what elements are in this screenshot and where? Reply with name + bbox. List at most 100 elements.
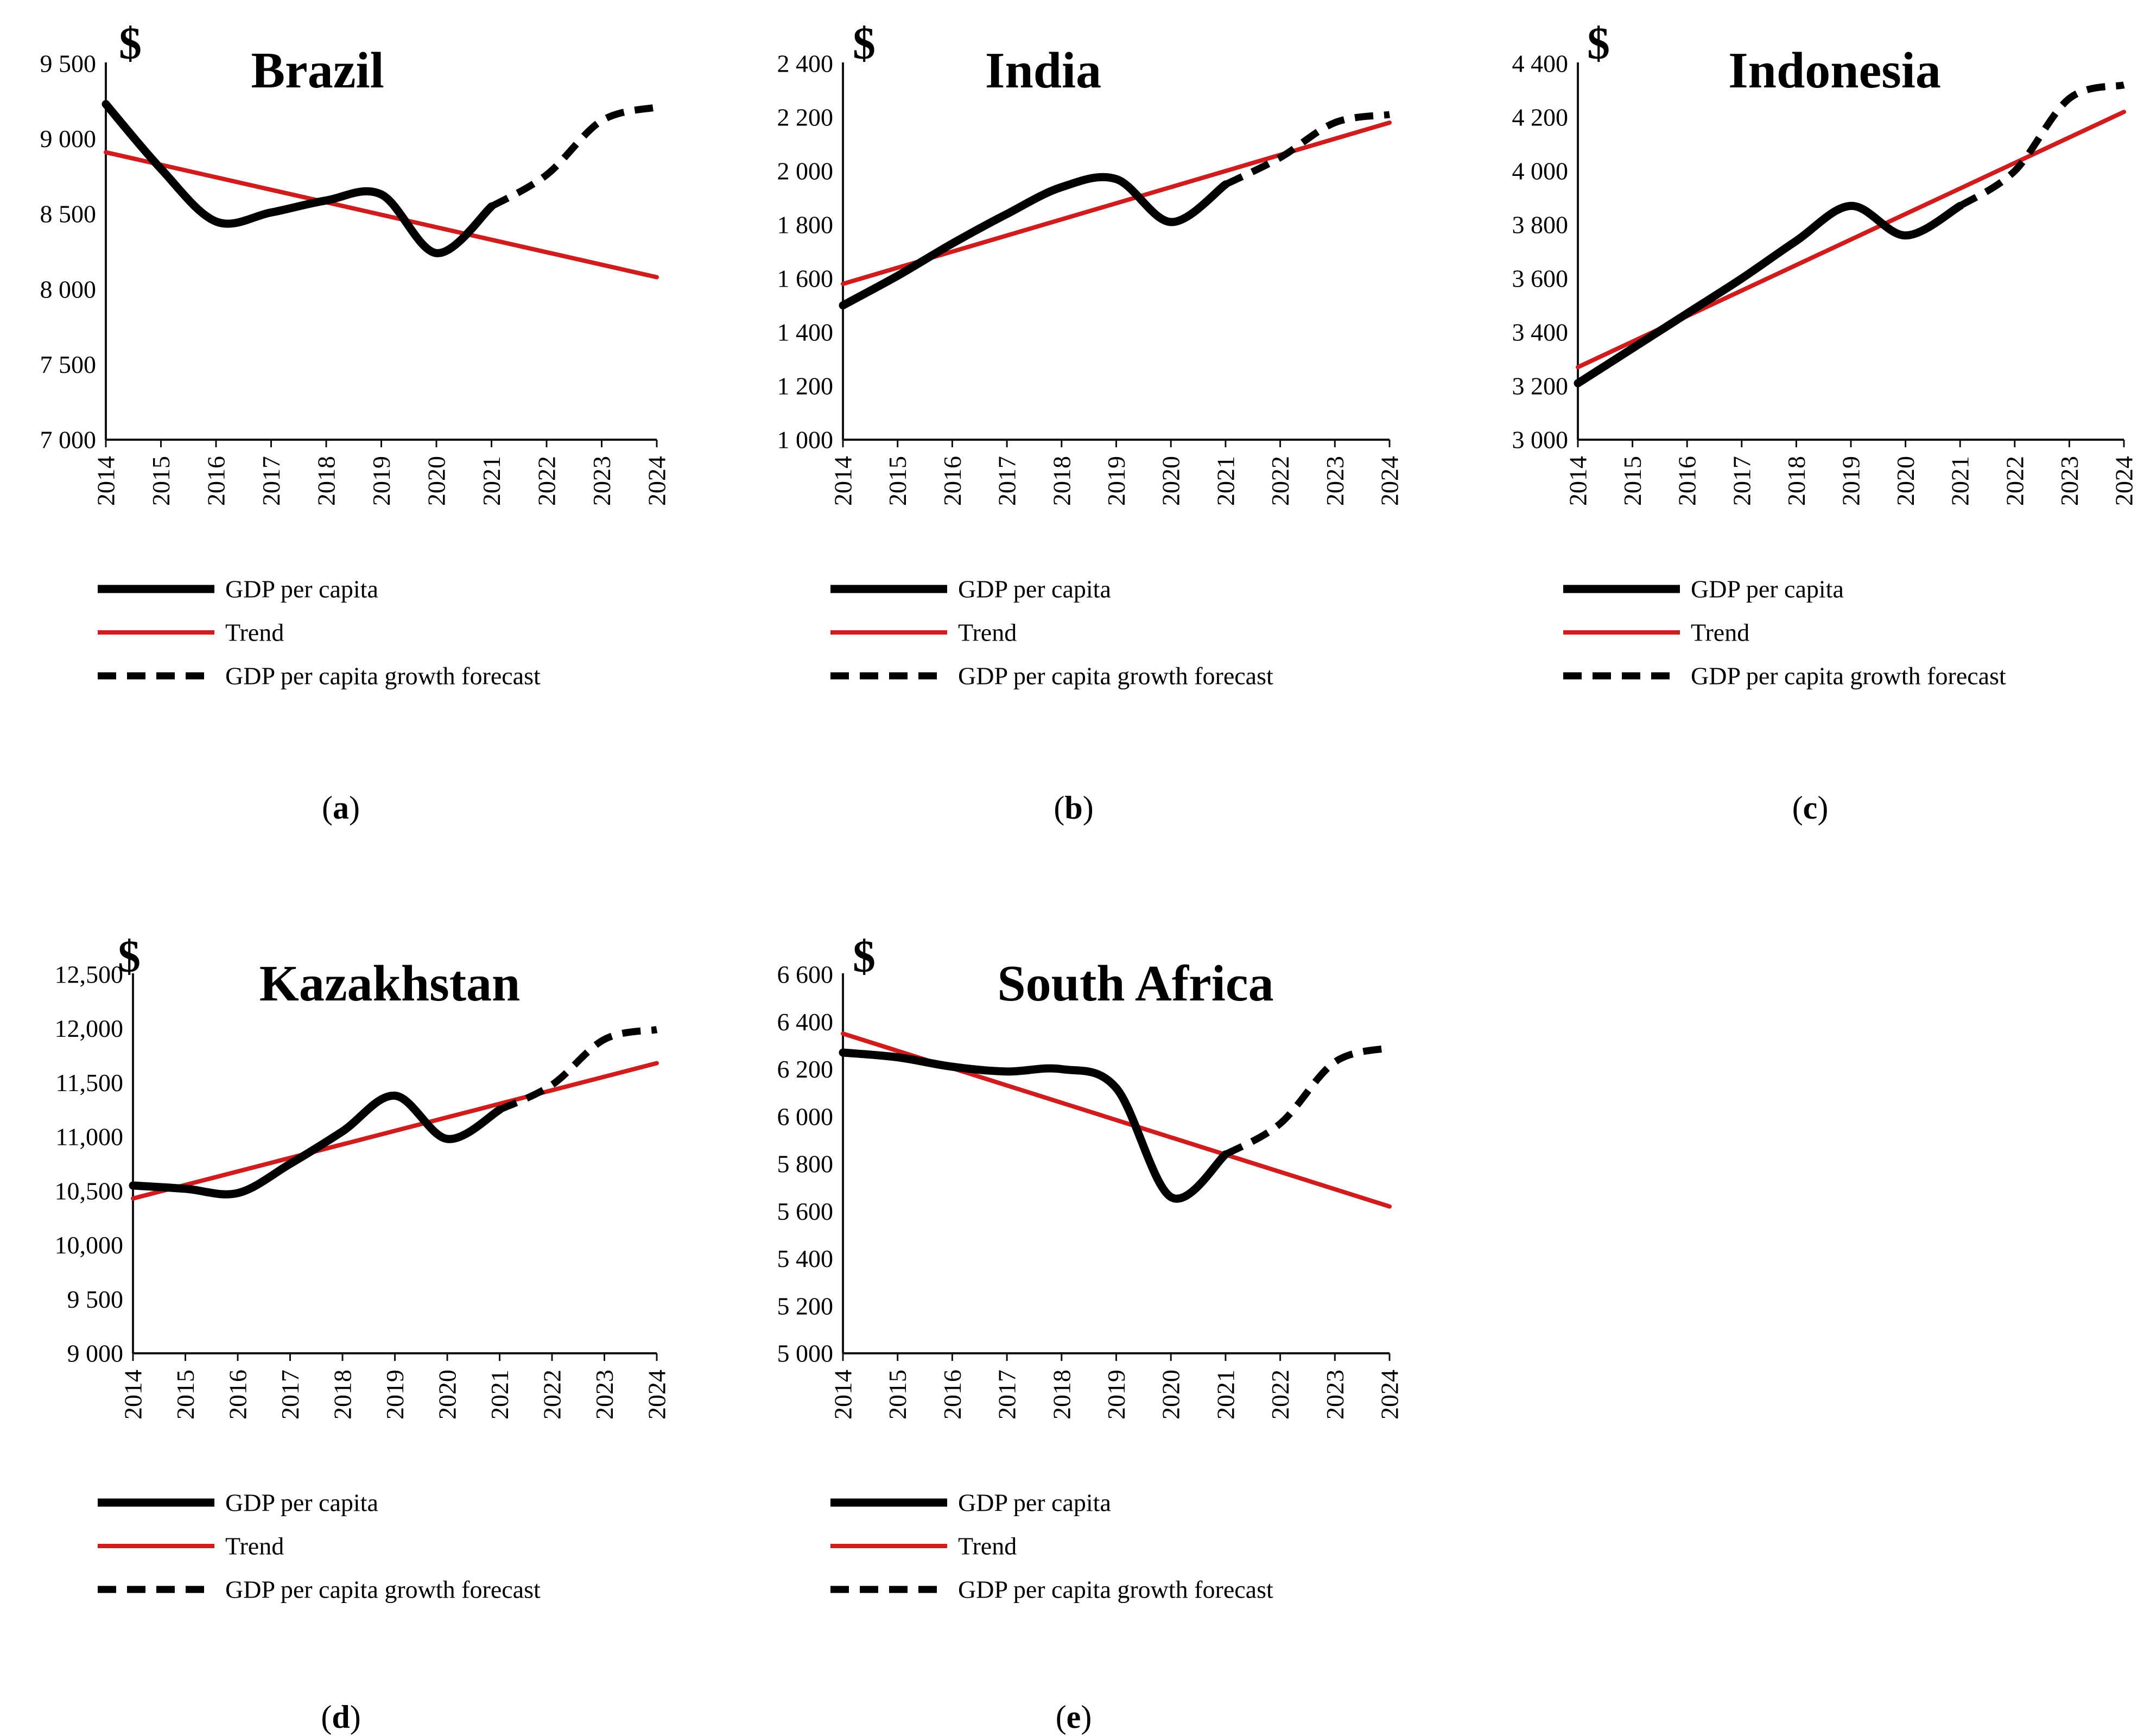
y-tick-label: 11,500 — [55, 1069, 123, 1097]
x-tick-label: 2017 — [257, 456, 285, 506]
y-tick-label: 1 400 — [777, 319, 834, 346]
y-tick-label: 2 400 — [777, 50, 834, 78]
forecast-line — [1958, 81, 2125, 209]
x-tick-label: 2018 — [1048, 456, 1075, 506]
y-tick-label: 7 000 — [40, 426, 97, 454]
y-tick-label: 9 000 — [40, 125, 97, 153]
x-tick-label: 2014 — [119, 1370, 147, 1420]
chart-panel-2: $ India 1 000 1 200 1 400 1 600 1 800 2 000 2 20… — [777, 18, 1404, 826]
y-tick-label: 12,000 — [55, 1015, 124, 1042]
x-tick-label: 2017 — [1728, 456, 1755, 506]
y-tick-label: 3 200 — [1512, 372, 1569, 400]
y-tick-label: 6 000 — [777, 1103, 834, 1130]
forecast-line — [1224, 111, 1390, 188]
x-tick-label: 2020 — [1157, 1370, 1185, 1420]
y-unit-label: $ — [118, 932, 141, 982]
y-tick-label: 2 200 — [777, 104, 834, 131]
x-tick-label: 2024 — [1376, 456, 1404, 506]
forecast-line — [498, 1026, 658, 1113]
y-tick-label: 10,500 — [55, 1177, 124, 1205]
gdp-per-capita-line — [839, 1048, 1230, 1203]
y-tick-label: 3 400 — [1512, 319, 1569, 346]
legend: GDP per capita Trend GDP per capita growth… — [98, 575, 541, 690]
x-tick-label: 2014 — [829, 1370, 857, 1420]
x-tick-label: 2020 — [434, 1370, 461, 1420]
chart-title: Indonesia — [1728, 42, 1941, 99]
chart-panel-1: $ Brazil 7 000 7 500 8 000 8 500 9 000 9 500 201… — [40, 18, 671, 826]
x-tick-label: 2022 — [533, 456, 561, 506]
x-tick-label: 2022 — [1266, 456, 1294, 506]
legend-trend-label: Trend — [1691, 619, 1749, 647]
panel-label: (a) — [322, 790, 360, 826]
x-tick-label: 2018 — [313, 456, 340, 506]
x-tick-label: 2020 — [423, 456, 451, 506]
y-unit-label: $ — [119, 18, 142, 69]
x-tick-label: 2015 — [147, 456, 175, 506]
x-tick-label: 2014 — [829, 456, 857, 506]
x-tick-label: 2018 — [1783, 456, 1810, 506]
y-tick-label: 1 000 — [777, 426, 834, 454]
y-tick-label: 9 000 — [67, 1340, 124, 1367]
y-tick-label: 8 000 — [40, 275, 97, 303]
x-tick-label: 2019 — [367, 456, 395, 506]
x-tick-label: 2022 — [2001, 456, 2028, 506]
legend-gdp-label: GDP per capita — [958, 575, 1111, 603]
x-tick-label: 2021 — [1946, 456, 1974, 506]
x-tick-label: 2023 — [588, 456, 616, 506]
legend-trend-label: Trend — [225, 619, 284, 647]
x-tick-label: 2020 — [1892, 456, 1919, 506]
x-tick-label: 2014 — [92, 456, 120, 506]
x-tick-label: 2016 — [938, 456, 966, 506]
x-tick-label: 2021 — [1211, 1370, 1239, 1420]
x-tick-label: 2022 — [1266, 1370, 1294, 1420]
x-tick-label: 2016 — [938, 1370, 966, 1420]
y-tick-label: 6 600 — [777, 961, 834, 989]
x-tick-label: 2024 — [2110, 456, 2138, 506]
y-tick-label: 4 200 — [1512, 104, 1569, 131]
x-tick-label: 2017 — [993, 1370, 1021, 1420]
gdp-per-capita-line — [839, 173, 1230, 309]
legend-forecast-label: GDP per capita growth forecast — [225, 662, 541, 690]
y-tick-label: 6 200 — [777, 1055, 834, 1083]
y-tick-label: 5 600 — [777, 1198, 834, 1225]
chart-panel-4: $ Kazakhstan 9 000 9 500 10,000 10,500 11,000 1… — [55, 932, 671, 1735]
legend: GDP per capita Trend GDP per capita growth… — [98, 1489, 541, 1604]
x-tick-label: 2021 — [1211, 456, 1239, 506]
forecast-line — [490, 104, 658, 210]
legend-forecast-label: GDP per capita growth forecast — [958, 1576, 1273, 1604]
x-tick-label: 2023 — [1321, 456, 1349, 506]
chart-title: Kazakhstan — [259, 955, 521, 1012]
x-tick-label: 2024 — [1376, 1370, 1404, 1420]
chart-panel-5: $ South Africa 5 000 5 200 5 400 5 600 5 800 6 … — [777, 932, 1404, 1735]
x-tick-label: 2022 — [538, 1370, 566, 1420]
y-unit-label: $ — [853, 18, 876, 69]
legend: GDP per capita Trend GDP per capita growth… — [1563, 575, 2006, 690]
x-tick-label: 2021 — [478, 456, 505, 506]
forecast-line — [1223, 1044, 1391, 1158]
legend-gdp-label: GDP per capita — [1691, 575, 1844, 603]
panel-label: (c) — [1792, 790, 1829, 826]
legend-forecast-label: GDP per capita growth forecast — [1691, 662, 2006, 690]
x-tick-label: 2016 — [1673, 456, 1701, 506]
y-tick-label: 11,000 — [55, 1123, 123, 1151]
x-tick-label: 2024 — [643, 1370, 671, 1420]
y-tick-label: 3 000 — [1512, 426, 1569, 454]
legend-forecast-label: GDP per capita growth forecast — [958, 662, 1273, 690]
y-tick-label: 7 500 — [40, 351, 97, 378]
legend-gdp-label: GDP per capita — [225, 1489, 378, 1517]
legend-trend-label: Trend — [225, 1532, 284, 1560]
panel-label: (d) — [321, 1699, 360, 1735]
y-tick-label: 12,500 — [55, 961, 124, 989]
x-tick-label: 2019 — [1837, 456, 1865, 506]
y-tick-label: 10,000 — [55, 1231, 124, 1259]
panel-label: (b) — [1054, 790, 1093, 826]
y-tick-label: 1 200 — [777, 372, 834, 400]
legend-trend-label: Trend — [958, 1532, 1017, 1560]
x-tick-label: 2019 — [381, 1370, 409, 1420]
y-tick-label: 6 400 — [777, 1008, 834, 1036]
y-tick-label: 8 500 — [40, 200, 97, 228]
x-tick-label: 2024 — [643, 456, 671, 506]
x-tick-label: 2017 — [276, 1370, 304, 1420]
chart-title: South Africa — [997, 955, 1273, 1012]
y-tick-label: 5 200 — [777, 1292, 834, 1320]
